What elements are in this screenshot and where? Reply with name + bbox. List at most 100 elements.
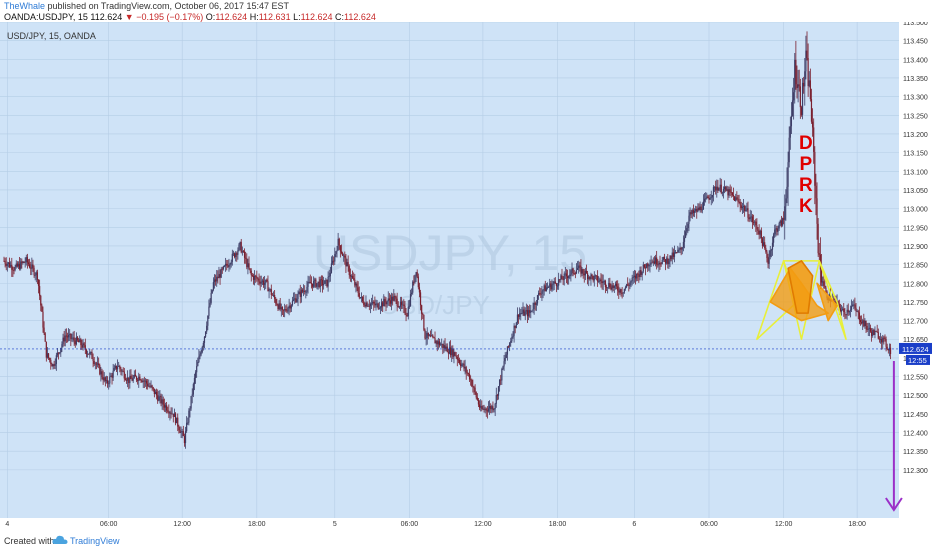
candle-body <box>866 326 868 330</box>
candle-body <box>698 207 700 210</box>
candle-body <box>83 343 85 346</box>
plot-background <box>0 22 899 518</box>
candle-body <box>248 263 250 269</box>
time-tick-label: 18:00 <box>549 521 567 528</box>
candle-body <box>258 278 260 282</box>
candle-body <box>29 264 31 268</box>
candle-body <box>129 375 131 384</box>
candle-body <box>807 58 809 86</box>
candle-body <box>431 335 433 337</box>
candle-body <box>783 218 785 220</box>
candle-body <box>78 340 80 343</box>
candle-body <box>366 302 368 307</box>
candle-body <box>179 430 181 433</box>
candle-body <box>308 281 310 283</box>
candle-body <box>860 322 863 324</box>
candle-body <box>681 247 683 250</box>
candle-body <box>659 262 661 264</box>
pattern-shape <box>816 282 838 322</box>
candle-body <box>775 228 777 230</box>
candle-body <box>667 258 669 265</box>
candle-body <box>259 281 261 284</box>
candle-body <box>889 347 892 355</box>
time-axis[interactable] <box>0 518 899 528</box>
candle-body <box>575 270 578 274</box>
candle-body <box>490 406 492 410</box>
candle-body <box>630 281 632 283</box>
candle-body <box>716 186 718 191</box>
candle-body <box>697 207 699 212</box>
candle-body <box>565 273 568 277</box>
time-tick-label: 06:00 <box>700 521 718 528</box>
candle-body <box>173 413 176 417</box>
candle-body <box>769 250 771 257</box>
candle-body <box>879 338 882 340</box>
candle-body <box>354 279 356 286</box>
candle-body <box>193 377 196 385</box>
candle-body <box>69 333 71 335</box>
publish-info: published on TradingView.com, October 06… <box>47 1 290 11</box>
candle-body <box>679 247 681 250</box>
candle-body <box>502 366 504 369</box>
candle-body <box>260 281 262 284</box>
candle-body <box>555 283 558 286</box>
candle-body <box>218 274 220 279</box>
candle-body <box>788 137 790 163</box>
price-chart[interactable]: 113.500 113.450 113.400 113.350 113.300 113.2… <box>0 22 932 528</box>
candle-body <box>878 338 881 340</box>
price-axis[interactable] <box>899 22 932 528</box>
candle-body <box>114 365 116 368</box>
candle-body <box>229 264 231 266</box>
candle-body <box>206 325 208 332</box>
candle-body <box>588 276 590 280</box>
candle-body <box>256 276 258 279</box>
candle-body <box>168 411 170 414</box>
candle-body <box>419 292 422 306</box>
candle-body <box>392 296 394 301</box>
candle-body <box>318 281 320 287</box>
candle-body <box>152 387 154 389</box>
candle-body <box>752 222 755 223</box>
candle-body <box>226 263 228 266</box>
candle-body <box>54 363 56 366</box>
candle-body <box>604 281 607 288</box>
candle-body <box>810 99 813 122</box>
price-tick-label: 113.050 <box>903 188 928 195</box>
tradingview-brand[interactable]: TradingView <box>70 536 120 546</box>
candle-body <box>719 184 721 189</box>
candle-body <box>249 268 251 271</box>
candle-body <box>631 277 633 282</box>
candle-body <box>153 388 155 395</box>
candle-body <box>546 287 549 289</box>
candle-body <box>233 253 236 258</box>
candle-body <box>608 283 610 288</box>
candle-body <box>551 285 553 290</box>
candle-body <box>245 257 247 259</box>
candle-body <box>267 281 269 292</box>
symbol-label: OANDA:USDJPY, 15 <box>4 12 88 22</box>
candle-body <box>343 255 345 257</box>
candle-body <box>52 364 54 367</box>
time-tick-label: 6 <box>632 521 636 528</box>
candle-body <box>886 346 888 349</box>
candle-body <box>741 206 744 209</box>
candle-body <box>824 285 826 288</box>
candle-body <box>488 406 491 409</box>
candle-body <box>117 366 119 370</box>
author-link[interactable]: TheWhale <box>4 1 46 11</box>
candle-body <box>656 257 658 265</box>
candle-body <box>130 375 132 379</box>
candle-body <box>277 305 279 310</box>
candle-body <box>462 363 464 365</box>
candle-body <box>109 376 111 384</box>
candle-body <box>492 406 494 411</box>
candle-body <box>759 230 761 235</box>
candle-body <box>678 249 680 251</box>
candle-body <box>846 309 848 315</box>
candle-body <box>198 356 200 362</box>
candle-body <box>382 302 384 307</box>
candle-body <box>647 263 649 267</box>
candle-body <box>801 82 804 115</box>
candle-body <box>11 264 13 270</box>
candle-body <box>621 293 623 295</box>
